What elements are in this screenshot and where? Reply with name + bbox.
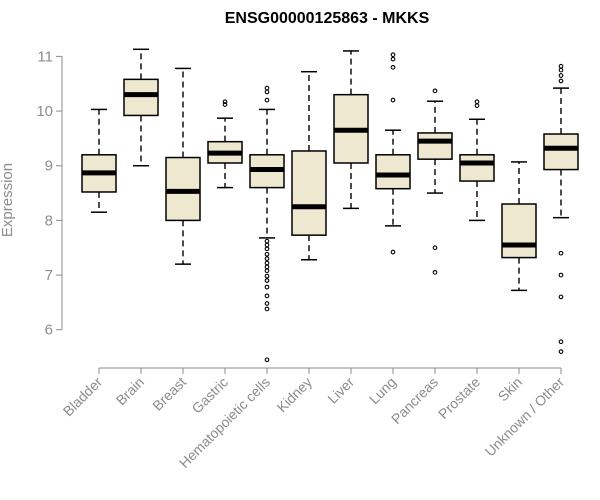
x-tick-label: Liver <box>324 374 357 407</box>
box-brain <box>123 48 159 167</box>
outlier-point <box>264 238 270 244</box>
outlier-point <box>264 251 270 257</box>
y-tick-label: 6 <box>45 322 53 339</box>
box-kidney <box>291 70 327 261</box>
outlier-point <box>474 99 480 105</box>
outlier-point <box>264 293 270 299</box>
outlier-point <box>264 357 270 363</box>
box-breast <box>165 67 201 265</box>
outlier-point <box>432 245 438 251</box>
outlier-point <box>558 339 564 345</box>
outlier-point <box>558 250 564 256</box>
outlier-point <box>432 269 438 275</box>
box-pancreas <box>417 88 453 275</box>
outlier-point <box>264 284 270 290</box>
outlier-point <box>264 260 270 266</box>
outlier-point <box>558 272 564 278</box>
outlier-point <box>222 102 228 107</box>
x-tick-label: Pancreas <box>388 374 441 427</box>
y-tick-label: 10 <box>36 103 53 120</box>
iqr-box <box>417 132 453 160</box>
x-tick-label: Skin <box>495 374 526 405</box>
outlier-point <box>264 85 270 91</box>
outlier-point <box>264 246 270 252</box>
outlier-point <box>390 64 396 70</box>
y-axis: 6 7 8 9 10 11 <box>36 48 63 339</box>
outlier-point <box>390 52 396 58</box>
box-skin <box>501 161 537 292</box>
outlier-point <box>390 97 396 103</box>
outlier-point <box>264 264 270 270</box>
outlier-point <box>264 273 270 279</box>
y-tick-label: 7 <box>45 267 53 284</box>
x-tick-label: Bladder <box>60 374 106 420</box>
y-axis-label: Expression <box>0 163 16 237</box>
box-bladder <box>81 108 117 213</box>
outlier-point <box>390 249 396 255</box>
x-tick-label: Prostate <box>435 374 483 422</box>
outlier-point <box>558 73 564 78</box>
outlier-point <box>264 89 270 95</box>
iqr-box <box>291 150 327 236</box>
outlier-point <box>390 56 396 62</box>
box-hematopoietic-cells <box>249 85 285 363</box>
y-tick-label: 11 <box>37 48 53 65</box>
outlier-point <box>474 103 480 108</box>
outlier-point <box>264 256 270 262</box>
outlier-point <box>558 63 564 69</box>
x-tick-label: Breast <box>149 374 189 414</box>
outlier-point <box>558 294 564 300</box>
outlier-point <box>558 67 564 73</box>
boxes-group <box>81 48 579 363</box>
outlier-point <box>264 242 270 248</box>
outlier-point <box>264 278 270 283</box>
outlier-point <box>264 97 270 103</box>
iqr-box <box>123 78 159 117</box>
iqr-box <box>459 154 495 182</box>
outlier-point <box>264 301 270 306</box>
x-tick-label: Unknown / Other <box>482 374 568 460</box>
x-tick-label: Lung <box>366 374 399 407</box>
y-tick-label: 8 <box>45 212 53 229</box>
box-gastric <box>207 99 243 189</box>
iqr-box <box>375 154 411 190</box>
outlier-point <box>558 349 564 354</box>
box-lung <box>375 52 411 255</box>
iqr-box <box>501 203 537 259</box>
outlier-point <box>558 78 564 84</box>
y-tick-label: 9 <box>45 158 53 175</box>
iqr-box <box>543 133 579 171</box>
outlier-point <box>264 306 270 312</box>
x-tick-label: Kidney <box>274 374 316 416</box>
box-unknown-other <box>543 63 579 354</box>
box-prostate <box>459 99 495 222</box>
outlier-point <box>264 268 270 274</box>
outlier-point <box>222 99 228 105</box>
outlier-point <box>432 88 438 94</box>
box-liver <box>333 50 369 210</box>
x-tick-label: Brain <box>113 374 147 408</box>
chart-title: ENSG00000125863 - MKKS <box>225 10 430 27</box>
